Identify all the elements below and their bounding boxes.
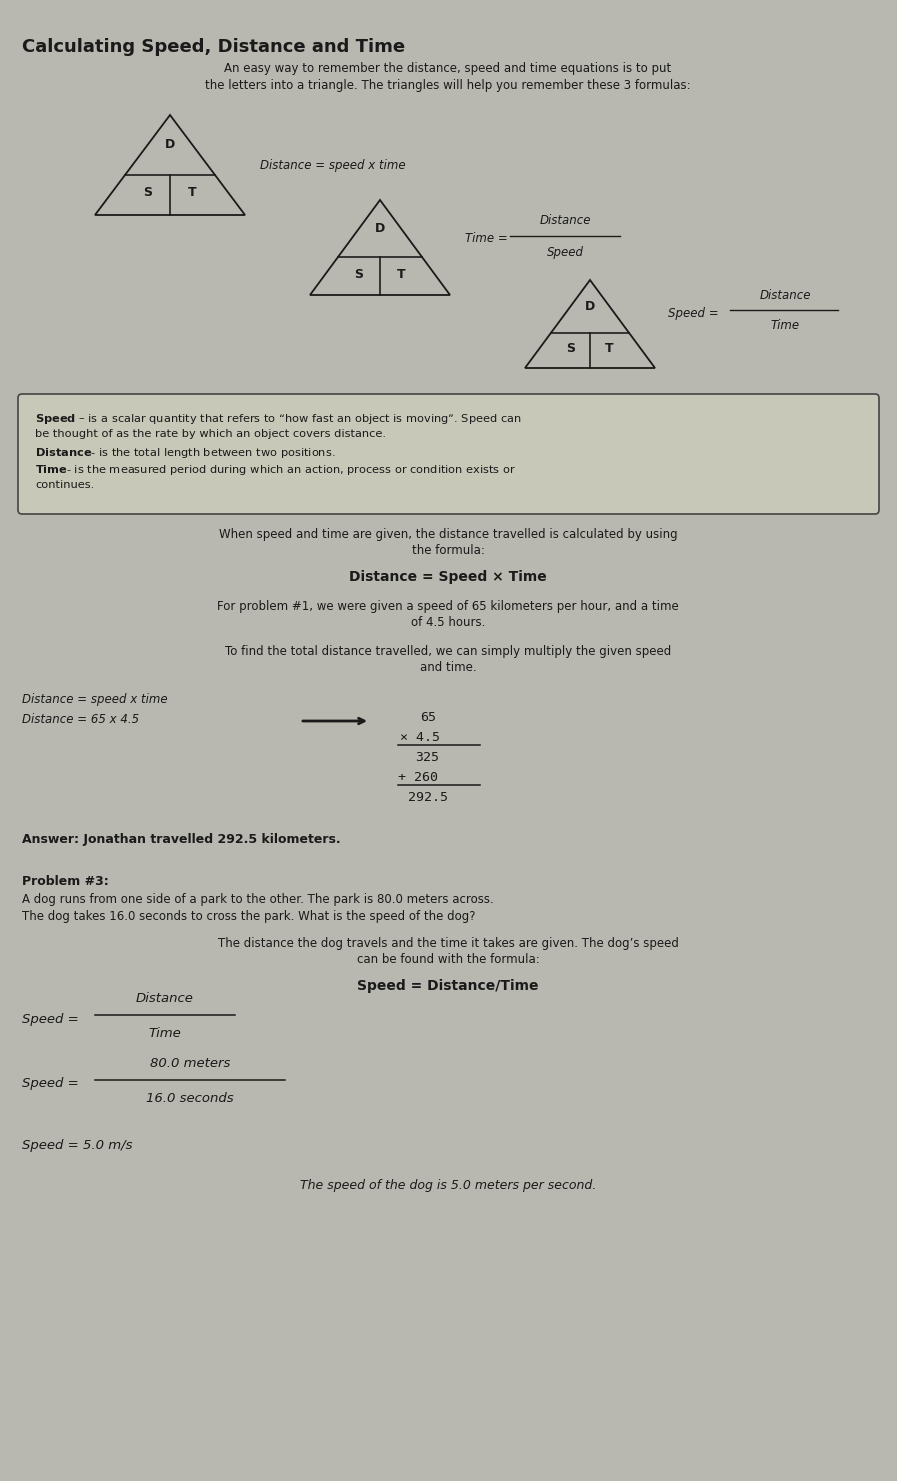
Text: Speed =: Speed =	[22, 1078, 79, 1090]
Text: S: S	[566, 342, 575, 355]
Text: 65: 65	[420, 711, 436, 724]
Text: T: T	[605, 342, 614, 355]
Text: Distance = Speed × Time: Distance = Speed × Time	[349, 570, 547, 584]
Text: D: D	[375, 222, 385, 235]
Text: A dog runs from one side of a park to the other. The park is 80.0 meters across.: A dog runs from one side of a park to th…	[22, 893, 493, 906]
Text: 80.0 meters: 80.0 meters	[150, 1057, 231, 1069]
Text: Speed =: Speed =	[22, 1013, 79, 1025]
Text: T: T	[396, 268, 405, 280]
Text: Distance = 65 x 4.5: Distance = 65 x 4.5	[22, 712, 139, 726]
FancyBboxPatch shape	[18, 394, 879, 514]
Text: 292.5: 292.5	[408, 791, 448, 804]
Text: When speed and time are given, the distance travelled is calculated by using: When speed and time are given, the dista…	[219, 529, 677, 541]
Text: Speed: Speed	[546, 246, 584, 259]
Text: D: D	[585, 299, 595, 312]
Text: of 4.5 hours.: of 4.5 hours.	[411, 616, 485, 629]
Text: S: S	[143, 187, 152, 200]
Text: Time: Time	[771, 318, 799, 332]
Text: Problem #3:: Problem #3:	[22, 875, 109, 889]
Text: Calculating Speed, Distance and Time: Calculating Speed, Distance and Time	[22, 39, 405, 56]
Text: An easy way to remember the distance, speed and time equations is to put: An easy way to remember the distance, sp…	[224, 62, 672, 76]
Text: continues.: continues.	[35, 480, 94, 490]
Text: Time: Time	[149, 1026, 181, 1040]
Text: be thought of as the rate by which an object covers distance.: be thought of as the rate by which an ob…	[35, 429, 386, 438]
Text: $\bf{Speed}$ – is a scalar quantity that refers to “how fast an object is moving: $\bf{Speed}$ – is a scalar quantity that…	[35, 412, 522, 427]
Text: Time =: Time =	[465, 231, 508, 244]
Text: Answer: Jonathan travelled 292.5 kilometers.: Answer: Jonathan travelled 292.5 kilomet…	[22, 832, 341, 846]
Text: Distance = speed x time: Distance = speed x time	[22, 693, 168, 706]
Text: The distance the dog travels and the time it takes are given. The dog’s speed: The distance the dog travels and the tim…	[218, 937, 678, 949]
Text: T: T	[188, 187, 196, 200]
Text: the formula:: the formula:	[412, 544, 484, 557]
Text: can be found with the formula:: can be found with the formula:	[357, 952, 539, 966]
Text: Distance: Distance	[136, 992, 194, 1006]
Text: S: S	[354, 268, 363, 280]
Text: $\bf{Time}$- is the measured period during which an action, process or condition: $\bf{Time}$- is the measured period duri…	[35, 464, 516, 477]
Text: The dog takes 16.0 seconds to cross the park. What is the speed of the dog?: The dog takes 16.0 seconds to cross the …	[22, 909, 475, 923]
Text: the letters into a triangle. The triangles will help you remember these 3 formul: the letters into a triangle. The triangl…	[205, 78, 691, 92]
Text: 325: 325	[415, 751, 439, 764]
Text: For problem #1, we were given a speed of 65 kilometers per hour, and a time: For problem #1, we were given a speed of…	[217, 600, 679, 613]
Text: + 260: + 260	[398, 772, 438, 783]
Text: Distance: Distance	[539, 213, 591, 227]
Text: 16.0 seconds: 16.0 seconds	[146, 1091, 234, 1105]
Text: Speed = Distance/Time: Speed = Distance/Time	[357, 979, 539, 992]
Text: $\bf{Distance}$- is the total length between two positions.: $\bf{Distance}$- is the total length bet…	[35, 446, 335, 461]
Text: To find the total distance travelled, we can simply multiply the given speed: To find the total distance travelled, we…	[225, 646, 671, 658]
Text: Distance: Distance	[759, 289, 811, 302]
Text: and time.: and time.	[420, 661, 476, 674]
Text: × 4.5: × 4.5	[400, 732, 440, 743]
Text: Speed =: Speed =	[668, 307, 718, 320]
Text: Distance = speed x time: Distance = speed x time	[260, 158, 405, 172]
Text: Speed = 5.0 m/s: Speed = 5.0 m/s	[22, 1139, 133, 1152]
Text: The speed of the dog is 5.0 meters per second.: The speed of the dog is 5.0 meters per s…	[300, 1179, 597, 1192]
Text: D: D	[165, 139, 175, 151]
